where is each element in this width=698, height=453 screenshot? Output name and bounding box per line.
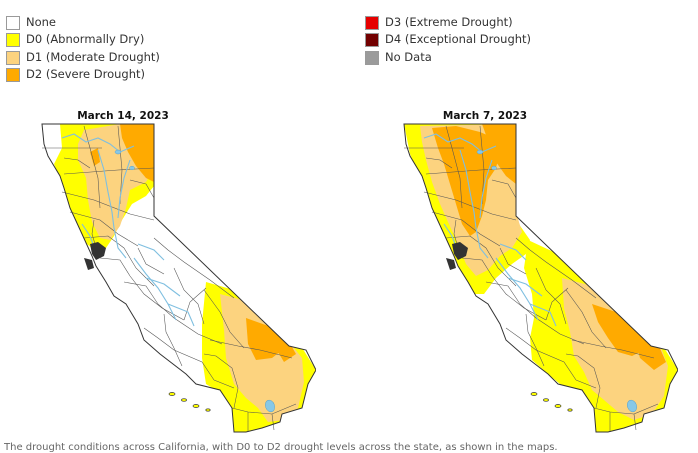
california-map-march-14 [41,123,316,433]
california-map-march-7 [403,123,678,433]
map-title-march-7: March 7, 2023 [442,110,528,122]
region-d2-north-east [482,124,516,184]
drought-layers [54,124,316,432]
legend-swatch-d3 [365,15,379,30]
legend-swatch-d4 [365,33,379,48]
legend-item-d1: D1 (Moderate Drought) [6,49,160,66]
legend-swatch-d1 [6,50,20,65]
legend-label-none: None [26,15,57,29]
legend-label-d0: D0 (Abnormally Dry) [26,32,145,47]
legend-item-none: None [6,14,160,31]
region-d2-north-small [90,148,100,166]
channel-islands [168,392,211,412]
map-title-march-14: March 14, 2023 [77,110,169,122]
channel-islands [530,392,573,412]
legend-swatch-d2 [6,67,20,82]
legend-item-d4: D4 (Exceptional Drought) [365,31,531,48]
legend-left-column: None D0 (Abnormally Dry) D1 (Moderate Dr… [6,14,160,84]
drought-map-march-7: March 7, 2023 [396,108,678,438]
drought-map-march-14: March 14, 2023 [34,108,316,438]
legend-swatch-none [6,15,20,30]
region-d2-south [592,304,648,356]
region-d2-north [120,124,154,182]
region-d2-north [432,126,500,236]
legend-right-column: D3 (Extreme Drought) D4 (Exceptional Dro… [365,14,531,66]
legend-swatch-no-data [365,50,379,65]
legend-label-no-data: No Data [385,49,432,64]
legend-label-d4: D4 (Exceptional Drought) [385,32,532,47]
legend-label-d1: D1 (Moderate Drought) [26,49,160,64]
map-caption: The drought conditions across California… [4,442,558,453]
legend-item-d3: D3 (Extreme Drought) [365,14,531,31]
region-d2-south-east [266,332,296,362]
legend-swatch-d0 [6,33,20,48]
legend-label-d2: D2 (Severe Drought) [26,67,146,82]
legend-label-d3: D3 (Extreme Drought) [385,15,513,29]
legend-item-d2: D2 (Severe Drought) [6,66,160,83]
legend-item-d0: D0 (Abnormally Dry) [6,31,160,48]
legend-item-no-data: No Data [365,49,531,66]
region-d2-south-east [632,330,666,370]
